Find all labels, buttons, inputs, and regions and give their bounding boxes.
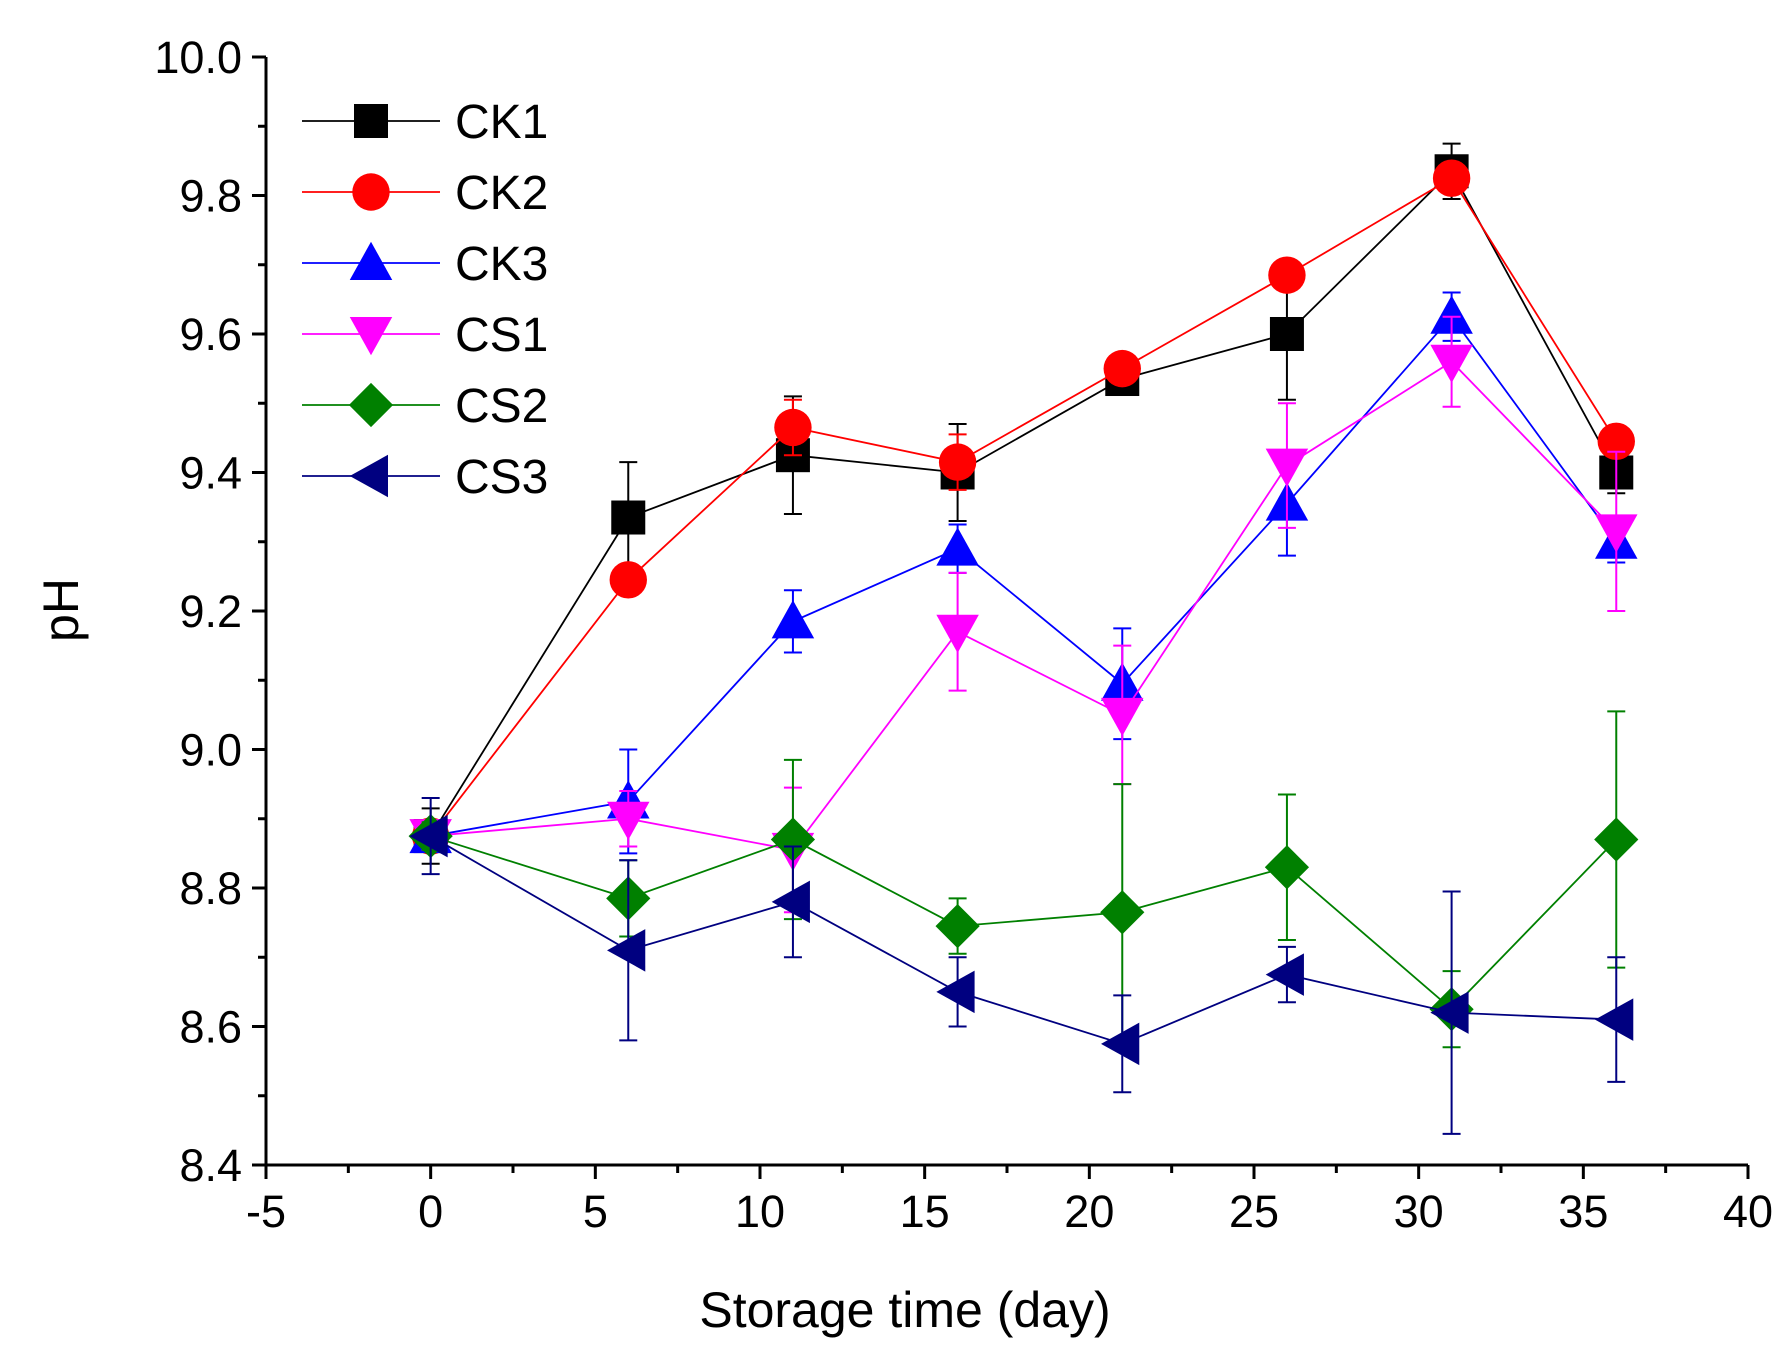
legend-marker (349, 241, 393, 280)
x-tick-label: 35 (1558, 1186, 1608, 1237)
data-point (1597, 422, 1635, 461)
series-layer (408, 142, 1639, 1135)
series-line (430, 360, 1617, 851)
series-line (430, 315, 1617, 837)
series-cs2 (408, 710, 1639, 1049)
data-point (1430, 295, 1473, 334)
x-tick-label: 0 (418, 1186, 443, 1237)
axes: -5 0 5 10 15 20 25 30 35 40 8.4 8.6 8.8 9.0 9.2 9.4 9.6 9… (154, 32, 1773, 1237)
data-point (936, 970, 975, 1014)
data-point (935, 903, 980, 949)
data-point (1595, 514, 1638, 553)
y-tick-label: 9.4 (179, 448, 242, 499)
x-tick-label: 30 (1394, 1186, 1444, 1237)
data-point (774, 408, 812, 447)
y-tick-label: 9.6 (179, 309, 242, 360)
series-cs1 (409, 315, 1638, 914)
y-tick-label: 9.8 (179, 171, 242, 222)
x-tick-label: 10 (735, 1186, 785, 1237)
y-tick-label: 8.6 (179, 1002, 242, 1053)
series-line (430, 835, 1617, 1045)
legend-label: CK3 (455, 238, 548, 291)
legend-item-ck3: CK3 (302, 238, 548, 291)
legend-item-ck2: CK2 (302, 167, 548, 220)
x-tick-label: 25 (1229, 1186, 1279, 1237)
x-axis-title: Storage time (day) (699, 1282, 1110, 1338)
data-point (609, 561, 647, 599)
legend-label: CS1 (455, 309, 548, 362)
x-tick-label: 5 (583, 1186, 608, 1237)
data-point (1430, 991, 1469, 1034)
legend-marker (354, 104, 388, 138)
series-ck1 (413, 142, 1634, 865)
legend-marker (352, 173, 390, 211)
y-axis-title: pH (33, 578, 89, 642)
data-point (936, 614, 979, 654)
y-tick-label: 8.4 (179, 1140, 242, 1191)
data-point (1264, 845, 1310, 890)
data-point (1265, 448, 1309, 487)
data-point (1100, 890, 1145, 935)
data-point (607, 801, 650, 840)
data-point (1265, 953, 1304, 996)
legend-item-cs3: CS3 (302, 451, 548, 504)
data-point (409, 814, 448, 858)
data-point (611, 500, 646, 535)
legend-item-cs2: CS2 (302, 380, 548, 433)
data-point (938, 443, 977, 481)
data-point (1101, 1022, 1140, 1066)
data-point (607, 929, 646, 972)
series-line (429, 169, 1618, 837)
legend-label: CS3 (455, 451, 548, 504)
series-cs3 (409, 796, 1634, 1135)
data-point (1268, 256, 1306, 294)
legend-label: CK2 (455, 167, 548, 220)
x-tick-label: 15 (900, 1186, 950, 1237)
x-tick-label: 40 (1723, 1186, 1773, 1237)
y-tick-label: 9.2 (179, 586, 242, 637)
data-point (1269, 317, 1304, 351)
data-point (1432, 159, 1471, 197)
x-tick-label: -5 (246, 1186, 286, 1237)
data-point (771, 880, 810, 924)
y-tick-label: 8.8 (179, 863, 242, 914)
data-point (1594, 817, 1639, 862)
series-line (429, 176, 1618, 837)
y-tick-label: 9.0 (179, 725, 242, 776)
series-line (430, 835, 1617, 1011)
data-point (936, 527, 979, 566)
data-point (770, 817, 816, 862)
y-tick-label: 10.0 (154, 32, 242, 83)
data-point (1101, 697, 1144, 737)
legend-label: CK1 (455, 96, 548, 149)
data-point (1103, 349, 1141, 388)
legend: CK1 CK2 CK3 CS1 CS2 CS3 (302, 96, 548, 504)
legend-item-ck1: CK1 (302, 96, 548, 149)
data-point (1595, 998, 1634, 1041)
legend-marker (349, 454, 388, 498)
legend-item-cs1: CS1 (302, 309, 548, 362)
series-ck2 (411, 159, 1635, 855)
data-point (1430, 344, 1473, 383)
legend-marker (349, 317, 393, 356)
legend-label: CS2 (455, 380, 548, 433)
x-tick-label: 20 (1064, 1186, 1114, 1237)
data-point (771, 600, 815, 639)
legend-marker (348, 382, 394, 428)
